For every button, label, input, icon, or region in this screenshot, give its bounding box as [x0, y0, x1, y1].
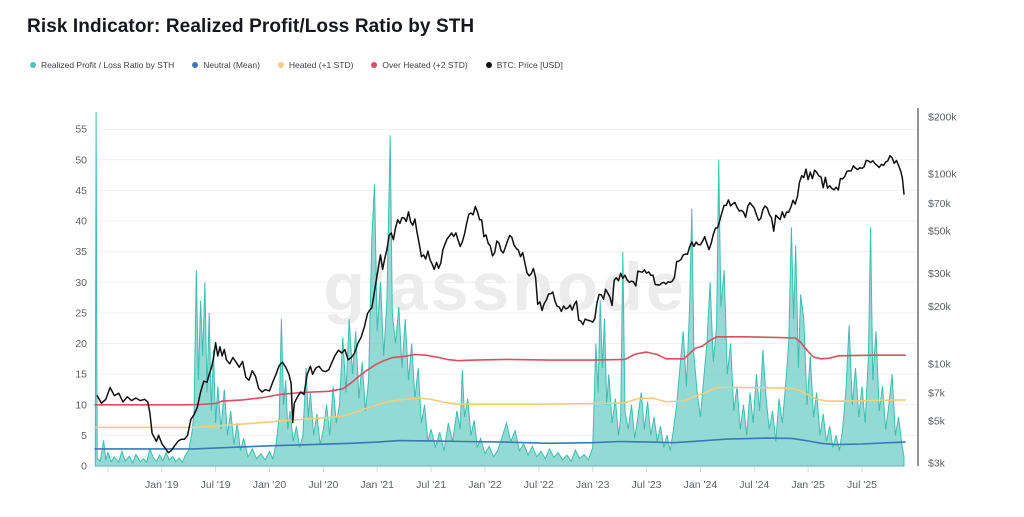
y-right-tick-label: $10k	[928, 358, 952, 370]
legend-item-neutral-mean[interactable]: Neutral (Mean)	[192, 60, 260, 70]
x-tick-label: Jul '21	[416, 479, 446, 491]
x-tick-label: Jan '22	[468, 479, 502, 491]
series-layer	[94, 112, 906, 467]
x-tick-label: Jan '24	[684, 479, 718, 491]
legend-item-over-heated-2-std[interactable]: Over Heated (+2 STD)	[371, 60, 468, 70]
y-right-tick-label: $20k	[928, 301, 952, 313]
y-right-tick-label: $70k	[928, 198, 952, 210]
x-tick-label: Jan '23	[576, 479, 610, 491]
y-right-tick-label: $30k	[928, 268, 952, 280]
y-right-tick-label: $7k	[928, 388, 946, 400]
y-right-tick-label: $5k	[928, 415, 946, 427]
y-left-tick-label: 30	[75, 277, 87, 289]
legend-item-label: Neutral (Mean)	[203, 60, 260, 70]
y-right-tick-label: $3k	[928, 458, 946, 470]
legend-dot-icon	[485, 62, 492, 68]
y-left-tick-label: 10	[75, 399, 87, 411]
legend-item-label: Heated (+1 STD)	[288, 60, 354, 70]
x-tick-label: Jul '23	[631, 479, 661, 491]
y-left-tick-label: 55	[75, 124, 87, 136]
axes-layer: 0 5 10 15 20 25 30 35 40 45 50 55 $3k $5k $7k $10k $20k $…	[75, 108, 957, 491]
legend-dot-icon	[277, 62, 284, 68]
legend-dot-icon	[30, 62, 36, 68]
legend-item-label: Realized Profit / Loss Ratio by STH	[41, 60, 175, 70]
y-left-tick-label: 20	[75, 338, 87, 350]
x-tick-label: Jan '21	[360, 479, 394, 491]
legend-item-btc-price-usd[interactable]: BTC: Price [USD]	[485, 60, 563, 70]
legend: Realized Profit / Loss Ratio by STH Neutr…	[30, 60, 563, 70]
y-left-tick-label: 35	[75, 246, 87, 258]
y-right-tick-label: $100k	[928, 169, 957, 181]
x-tick-label: Jan '19	[145, 479, 179, 491]
series-line-btc-price-usd	[96, 154, 905, 454]
legend-item-label: Over Heated (+2 STD)	[382, 60, 468, 70]
y-left-tick-label: 5	[81, 430, 87, 442]
y-left-tick-label: 40	[75, 216, 87, 228]
x-tick-label: Jan '20	[253, 479, 287, 491]
x-tick-label: Jul '22	[524, 479, 554, 491]
series-line-over-heated-2-std	[94, 336, 906, 406]
legend-item-heated-1-std[interactable]: Heated (+1 STD)	[277, 60, 354, 70]
series-line-neutral-mean	[94, 437, 906, 450]
x-tick-label: Jul '20	[308, 479, 338, 491]
page-title: Risk Indicator: Realized Profit/Loss Rat…	[27, 16, 475, 37]
series-line-heated-1-std	[94, 386, 906, 429]
y-left-tick-label: 15	[75, 369, 87, 381]
legend-dot-icon	[371, 62, 378, 68]
x-tick-label: Jul '25	[847, 479, 877, 491]
y-right-tick-label: $50k	[928, 226, 952, 238]
legend-item-label: BTC: Price [USD]	[496, 60, 563, 70]
y-left-tick-label: 0	[81, 461, 87, 473]
x-tick-label: Jul '19	[201, 479, 231, 491]
x-tick-label: Jul '24	[739, 479, 769, 491]
legend-dot-icon	[192, 62, 199, 68]
y-right-tick-label: $200k	[928, 112, 957, 124]
y-left-tick-label: 45	[75, 185, 87, 197]
y-left-tick-label: 25	[75, 307, 87, 319]
legend-item-realized-profit-loss-ratio-by-sth[interactable]: Realized Profit / Loss Ratio by STH	[30, 60, 174, 70]
x-tick-label: Jan '25	[791, 479, 825, 491]
y-left-tick-label: 50	[75, 154, 87, 166]
series-area-realized-profit-loss-ratio-by-sth	[94, 112, 905, 467]
watermark: glassnode	[323, 249, 686, 325]
